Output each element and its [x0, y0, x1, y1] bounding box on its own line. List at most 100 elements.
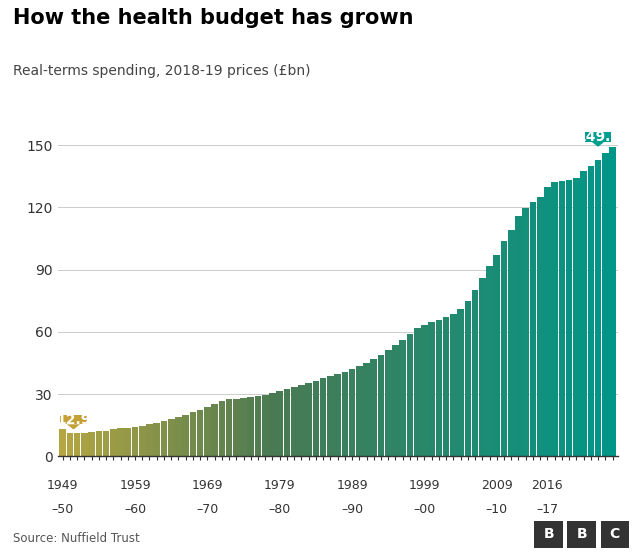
Bar: [334, 374, 341, 456]
Bar: [189, 412, 196, 456]
Text: 1979: 1979: [264, 479, 296, 493]
Text: –17: –17: [536, 503, 559, 516]
Bar: [602, 154, 609, 456]
Bar: [544, 187, 551, 456]
Bar: [240, 398, 247, 456]
Bar: [154, 422, 160, 456]
Text: C: C: [610, 526, 620, 540]
Bar: [175, 417, 182, 456]
Bar: [291, 387, 298, 456]
Bar: [378, 354, 385, 456]
Text: –90: –90: [341, 503, 363, 516]
FancyBboxPatch shape: [585, 132, 611, 142]
Bar: [385, 351, 392, 456]
Bar: [312, 380, 319, 456]
Bar: [414, 327, 420, 456]
Text: –50: –50: [52, 503, 74, 516]
Bar: [276, 391, 283, 456]
Text: 12.9: 12.9: [56, 413, 91, 426]
Bar: [515, 216, 522, 456]
Bar: [117, 428, 124, 456]
FancyBboxPatch shape: [568, 521, 596, 547]
Text: 2009: 2009: [481, 479, 513, 493]
Bar: [371, 359, 377, 456]
Bar: [211, 404, 218, 456]
Bar: [81, 433, 88, 456]
Bar: [327, 377, 333, 456]
Bar: [399, 340, 406, 456]
Bar: [342, 372, 348, 456]
Bar: [486, 267, 493, 456]
Bar: [356, 366, 363, 456]
Bar: [320, 378, 326, 456]
Bar: [537, 197, 543, 456]
Text: –60: –60: [124, 503, 146, 516]
Bar: [508, 230, 515, 456]
Bar: [595, 160, 602, 456]
Bar: [132, 427, 138, 456]
Bar: [522, 208, 529, 456]
Bar: [530, 202, 536, 456]
Text: 1949: 1949: [47, 479, 79, 493]
Text: 1969: 1969: [191, 479, 223, 493]
Text: Real-terms spending, 2018-19 prices (£bn): Real-terms spending, 2018-19 prices (£bn…: [13, 64, 310, 77]
Bar: [161, 421, 167, 456]
FancyBboxPatch shape: [61, 415, 86, 424]
Bar: [139, 426, 145, 456]
Bar: [421, 325, 428, 456]
Bar: [443, 317, 449, 456]
Bar: [609, 147, 616, 456]
Bar: [248, 397, 254, 456]
Bar: [103, 430, 109, 456]
Bar: [218, 401, 225, 456]
Bar: [392, 345, 399, 456]
Bar: [197, 410, 204, 456]
Text: 1989: 1989: [336, 479, 368, 493]
Bar: [364, 363, 370, 456]
Bar: [67, 432, 73, 456]
Text: 1999: 1999: [409, 479, 440, 493]
Bar: [580, 171, 587, 456]
Polygon shape: [67, 424, 80, 430]
Bar: [88, 432, 95, 456]
Bar: [472, 290, 478, 456]
FancyBboxPatch shape: [534, 521, 563, 547]
Bar: [551, 182, 558, 456]
Bar: [204, 407, 211, 456]
Bar: [465, 301, 471, 456]
Bar: [146, 424, 153, 456]
Bar: [269, 393, 276, 456]
Bar: [559, 181, 565, 456]
Text: –70: –70: [196, 503, 218, 516]
Text: 2016: 2016: [532, 479, 563, 493]
Bar: [95, 431, 102, 456]
Text: –00: –00: [413, 503, 436, 516]
Polygon shape: [591, 142, 605, 147]
Bar: [493, 255, 500, 456]
Bar: [436, 320, 442, 456]
Bar: [573, 179, 580, 456]
Bar: [74, 433, 81, 456]
Bar: [226, 399, 232, 456]
Text: B: B: [577, 526, 587, 540]
Text: 1959: 1959: [119, 479, 151, 493]
Text: –10: –10: [486, 503, 508, 516]
Text: B: B: [543, 526, 554, 540]
Bar: [262, 395, 269, 456]
Bar: [182, 415, 189, 456]
Bar: [349, 369, 355, 456]
Bar: [255, 396, 261, 456]
Bar: [500, 241, 508, 456]
Text: –80: –80: [269, 503, 291, 516]
Bar: [168, 419, 175, 456]
Bar: [110, 429, 116, 456]
Text: Source: Nuffield Trust: Source: Nuffield Trust: [13, 531, 140, 545]
Bar: [233, 399, 239, 456]
Text: How the health budget has grown: How the health budget has grown: [13, 8, 413, 28]
Bar: [428, 322, 435, 456]
Bar: [479, 278, 486, 456]
Bar: [60, 430, 66, 456]
Bar: [457, 309, 464, 456]
Bar: [566, 180, 572, 456]
Bar: [305, 383, 312, 456]
